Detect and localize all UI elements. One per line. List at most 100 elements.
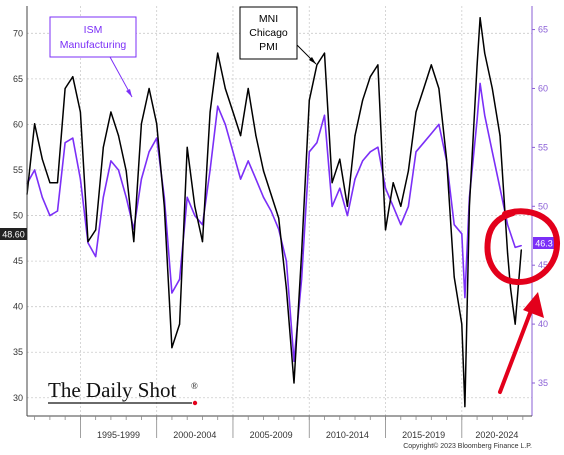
mni-data-point	[362, 99, 364, 101]
mni-data-point	[316, 64, 318, 66]
mni-data-point	[178, 323, 181, 325]
mni-data-point	[384, 229, 387, 231]
mni-data-point	[163, 205, 165, 207]
ism-data-point	[87, 242, 89, 244]
ism-data-point	[464, 296, 466, 299]
mni-data-point	[87, 241, 89, 243]
mni-data-point	[140, 123, 143, 125]
mni-data-point	[247, 87, 249, 90]
mni-data-point	[117, 134, 120, 137]
ism-data-point	[479, 82, 481, 85]
ism-data-point	[415, 151, 417, 153]
mni-data-point	[407, 170, 410, 172]
ism-data-point	[209, 169, 211, 171]
mni-data-point	[339, 158, 341, 160]
svg-text:Chicago: Chicago	[249, 27, 288, 39]
mni-annotation-line-2: Chicago	[249, 27, 288, 39]
svg-text:MNI: MNI	[259, 13, 278, 25]
ism-data-point	[520, 245, 522, 247]
mni-data-point	[239, 134, 242, 137]
mni-data-point	[293, 382, 295, 384]
mni-data-point	[438, 87, 440, 90]
ism-annotation-line-1: ISM	[84, 24, 103, 36]
ism-data-point	[331, 205, 333, 208]
right-tick-label: 55	[538, 142, 548, 152]
mni-data-point	[72, 76, 74, 78]
ism-data-point	[400, 224, 402, 226]
daily-shot-logo: The Daily Shot ®	[48, 378, 198, 406]
x-tick-label: 2015-2019	[402, 430, 445, 440]
right-tick-label: 40	[538, 319, 548, 329]
svg-text:PMI: PMI	[259, 41, 278, 53]
ism-data-point	[346, 214, 348, 217]
mni-data-point	[194, 205, 196, 207]
mni-data-point	[514, 323, 516, 325]
mni-data-point	[79, 111, 81, 113]
mni-data-point	[64, 87, 66, 90]
mni-data-point	[186, 146, 188, 148]
ism-data-point	[56, 210, 59, 212]
svg-text:ISM: ISM	[84, 24, 103, 36]
ism-data-point	[339, 187, 341, 189]
svg-text:The Daily Shot: The Daily Shot	[48, 378, 176, 402]
ism-annotation-line-2: Manufacturing	[60, 39, 127, 51]
ism-annotation-box	[49, 16, 137, 58]
ism-data-point	[514, 246, 516, 249]
ism-data-point	[34, 169, 36, 171]
left-tick-label: 50	[13, 211, 23, 221]
ism-data-point	[461, 233, 463, 235]
left-tick-label: 40	[13, 302, 23, 312]
mni-data-point	[354, 134, 356, 137]
mni-data-point	[415, 111, 417, 113]
x-tick-label: 2020-2024	[475, 430, 518, 440]
brand-name: The Daily Shot	[48, 378, 176, 402]
ism-data-point	[239, 178, 242, 180]
ism-data-point	[148, 151, 150, 153]
mni-data-point	[133, 241, 135, 243]
ism-data-point	[392, 205, 394, 208]
mni-data-point	[377, 64, 379, 66]
ism-data-point	[255, 178, 257, 180]
ism-series-line	[26, 82, 522, 363]
mni-data-point	[49, 182, 51, 184]
ism-data-point	[430, 132, 432, 135]
x-tick-label: 1995-1999	[97, 430, 140, 440]
ism-data-point	[453, 224, 455, 226]
mni-data-point	[308, 99, 310, 101]
ism-data-point	[362, 160, 364, 162]
ism-data-point	[194, 214, 196, 217]
ism-data-point	[224, 123, 226, 126]
ism-data-point	[438, 123, 440, 126]
ism-data-point	[178, 278, 181, 280]
highlight-arrow-head	[523, 292, 544, 318]
mni-data-point	[262, 170, 265, 172]
left-tick-label: 30	[13, 393, 23, 403]
ism-data-point	[95, 255, 97, 258]
mni-data-point	[232, 111, 234, 113]
ism-data-point	[369, 151, 371, 153]
mni-data-point	[56, 182, 59, 184]
mni-data-point	[468, 205, 471, 207]
left-tick-label: 35	[13, 347, 23, 357]
mni-data-point	[224, 87, 226, 90]
mni-data-point	[217, 52, 219, 54]
ism-data-point	[506, 224, 509, 226]
ism-data-point	[476, 119, 478, 121]
brand-mark: ®	[191, 381, 198, 391]
ism-data-point	[171, 292, 173, 294]
right-tick-label: 35	[538, 378, 548, 388]
ism-data-point	[316, 142, 318, 144]
highlight-arrow-shaft	[498, 306, 534, 394]
highlight-circle	[484, 208, 560, 286]
mni-data-point	[445, 158, 448, 160]
left-tick-label: 70	[13, 28, 23, 38]
mni-annotation: MNI Chicago PMI	[239, 6, 317, 65]
ism-data-point	[232, 151, 234, 153]
ism-data-point	[49, 214, 51, 217]
mni-data-point	[125, 170, 127, 172]
ism-data-point	[72, 137, 74, 139]
right-tick-label: 65	[538, 25, 548, 35]
mni-data-point	[392, 182, 394, 184]
ism-data-point	[247, 160, 249, 162]
right-axis: 35 40 45 50 55 60 65	[532, 25, 548, 388]
